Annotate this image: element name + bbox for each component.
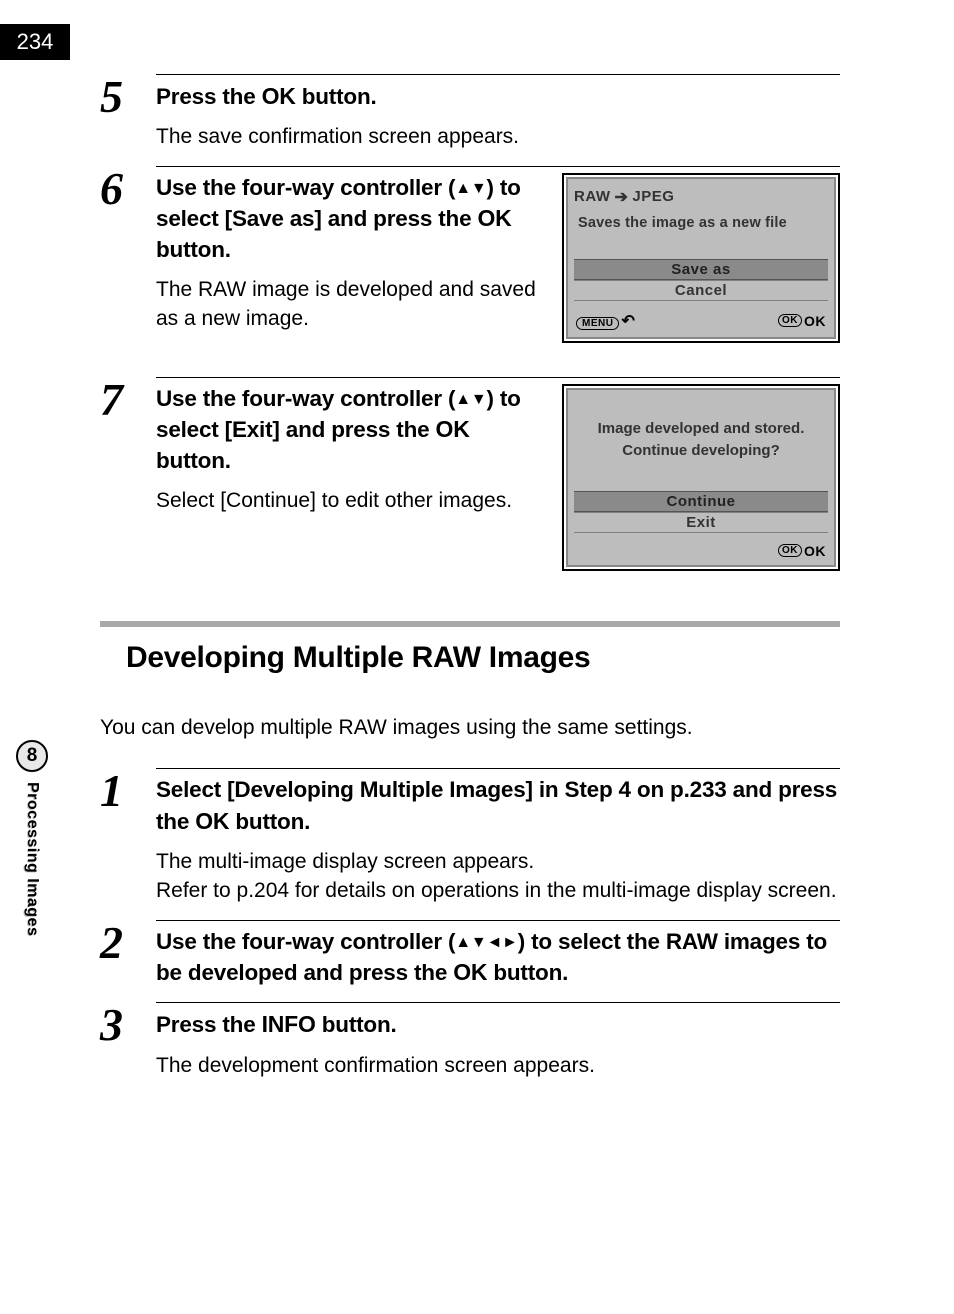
step-b2: 2 Use the four-way controller (▲▼◄►) to … xyxy=(100,906,840,989)
lcd-message: Image developed and stored. Continue dev… xyxy=(574,418,828,463)
lcd-header: RAW ➔ JPEG xyxy=(574,187,828,207)
step-description: The RAW image is developed and saved as … xyxy=(156,275,544,334)
step-description: The save confirmation screen appears. xyxy=(156,122,840,151)
chapter-label: Processing Images xyxy=(23,782,41,936)
lcd-option-selected: Save as xyxy=(574,259,828,280)
up-down-icon: ▲▼ xyxy=(455,389,486,411)
step-description: The multi-image display screen appears. … xyxy=(156,847,840,906)
step-title: Press the INFO button. xyxy=(156,1009,840,1040)
step-7: 7 Use the four-way controller (▲▼) to se… xyxy=(100,363,840,571)
lcd-options: Continue Exit xyxy=(574,491,828,533)
lcd-option: Exit xyxy=(574,512,828,533)
chapter-tab: 8 Processing Images xyxy=(16,740,48,936)
step-title: Press the OK button. xyxy=(156,81,840,112)
step-number: 2 xyxy=(100,920,130,989)
step-b1: 1 Select [Developing Multiple Images] in… xyxy=(100,754,840,906)
back-icon: ↶ xyxy=(621,313,634,330)
step-b3: 3 Press the INFO button. The development… xyxy=(100,988,840,1080)
step-number: 6 xyxy=(100,166,130,343)
lcd-footer: MENU↶ OKOK xyxy=(574,311,828,333)
step-title: Select [Developing Multiple Images] in S… xyxy=(156,775,840,837)
four-way-icon: ▲▼◄► xyxy=(455,932,518,954)
lcd-screen-continue: Image developed and stored. Continue dev… xyxy=(562,384,840,571)
lcd-ok-hint: OKOK xyxy=(778,543,826,559)
section-title: Developing Multiple RAW Images xyxy=(100,627,590,689)
step-title: Use the four-way controller (▲▼) to sele… xyxy=(156,384,544,476)
up-down-icon: ▲▼ xyxy=(455,178,486,200)
ok-label: OK xyxy=(477,205,511,231)
content-area: 5 Press the OK button. The save confirma… xyxy=(100,60,840,1080)
arrow-right-icon: ➔ xyxy=(615,187,629,207)
section-header: Developing Multiple RAW Images xyxy=(100,627,840,689)
chapter-number: 8 xyxy=(16,740,48,772)
lcd-option-selected: Continue xyxy=(574,491,828,512)
page-number: 234 xyxy=(0,24,70,60)
step-title: Use the four-way controller (▲▼◄►) to se… xyxy=(156,927,840,989)
lcd-screen-save: RAW ➔ JPEG Saves the image as a new file… xyxy=(562,173,840,343)
ok-label: OK xyxy=(436,416,470,442)
section-intro: You can develop multiple RAW images usin… xyxy=(100,713,840,742)
lcd-footer: OKOK xyxy=(574,543,828,561)
ok-label: OK xyxy=(453,959,487,985)
step-number: 3 xyxy=(100,1002,130,1080)
lcd-subtitle: Saves the image as a new file xyxy=(574,215,828,231)
step-number: 7 xyxy=(100,377,130,571)
step-number: 5 xyxy=(100,74,130,152)
lcd-option: Cancel xyxy=(574,280,828,301)
ok-label: OK xyxy=(262,83,296,109)
lcd-options: Save as Cancel xyxy=(574,259,828,301)
step-6: 6 Use the four-way controller (▲▼) to se… xyxy=(100,152,840,343)
step-description: Select [Continue] to edit other images. xyxy=(156,486,544,515)
lcd-ok-hint: OKOK xyxy=(778,313,826,329)
ok-label: OK xyxy=(195,808,229,834)
step-number: 1 xyxy=(100,768,130,906)
step-5: 5 Press the OK button. The save confirma… xyxy=(100,60,840,152)
step-title: Use the four-way controller (▲▼) to sele… xyxy=(156,173,544,265)
lcd-menu-hint: MENU↶ xyxy=(576,311,635,331)
manual-page: 234 8 Processing Images 5 Press the OK b… xyxy=(0,0,954,1314)
step-description: The development confirmation screen appe… xyxy=(156,1051,840,1080)
info-label: INFO xyxy=(262,1011,316,1037)
